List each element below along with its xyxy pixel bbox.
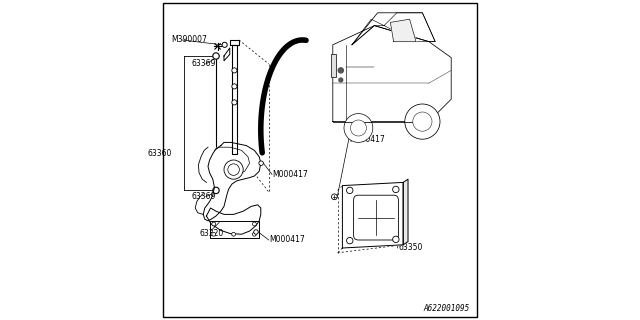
Circle shape xyxy=(347,187,353,194)
FancyBboxPatch shape xyxy=(354,195,398,240)
Circle shape xyxy=(252,232,256,236)
Polygon shape xyxy=(342,182,403,248)
Text: 63369: 63369 xyxy=(191,60,216,68)
Circle shape xyxy=(232,68,237,73)
Text: A622001095: A622001095 xyxy=(424,304,470,313)
Circle shape xyxy=(338,68,343,73)
Polygon shape xyxy=(204,142,261,221)
Bar xyxy=(332,54,336,77)
Circle shape xyxy=(404,104,440,139)
Text: 63360: 63360 xyxy=(148,149,172,158)
Text: M000417: M000417 xyxy=(349,135,385,144)
Text: 63350: 63350 xyxy=(398,244,422,252)
Circle shape xyxy=(224,160,243,179)
Polygon shape xyxy=(206,205,261,234)
Polygon shape xyxy=(403,179,408,245)
Text: 63320: 63320 xyxy=(199,229,223,238)
Circle shape xyxy=(232,232,236,236)
Circle shape xyxy=(212,187,219,194)
Circle shape xyxy=(413,112,432,131)
Polygon shape xyxy=(352,13,435,45)
Bar xyxy=(210,221,259,238)
Circle shape xyxy=(259,161,264,165)
Polygon shape xyxy=(224,48,230,61)
Circle shape xyxy=(222,42,227,47)
Polygon shape xyxy=(333,26,451,122)
Circle shape xyxy=(351,120,367,136)
Polygon shape xyxy=(232,45,237,154)
Circle shape xyxy=(393,236,399,243)
Circle shape xyxy=(339,78,343,82)
Text: 63369: 63369 xyxy=(191,192,216,201)
Circle shape xyxy=(212,53,219,59)
Circle shape xyxy=(253,230,259,234)
Circle shape xyxy=(228,164,239,175)
Circle shape xyxy=(393,186,399,193)
Circle shape xyxy=(232,100,237,105)
Polygon shape xyxy=(390,19,416,42)
Circle shape xyxy=(332,194,337,200)
Text: M000417: M000417 xyxy=(269,236,305,244)
Circle shape xyxy=(252,222,256,226)
Circle shape xyxy=(347,237,353,244)
Circle shape xyxy=(344,114,372,142)
Text: M390007: M390007 xyxy=(172,36,207,44)
Circle shape xyxy=(212,222,216,226)
Polygon shape xyxy=(230,40,239,45)
Text: M000417: M000417 xyxy=(273,170,308,179)
Circle shape xyxy=(232,84,237,89)
Circle shape xyxy=(212,232,216,236)
